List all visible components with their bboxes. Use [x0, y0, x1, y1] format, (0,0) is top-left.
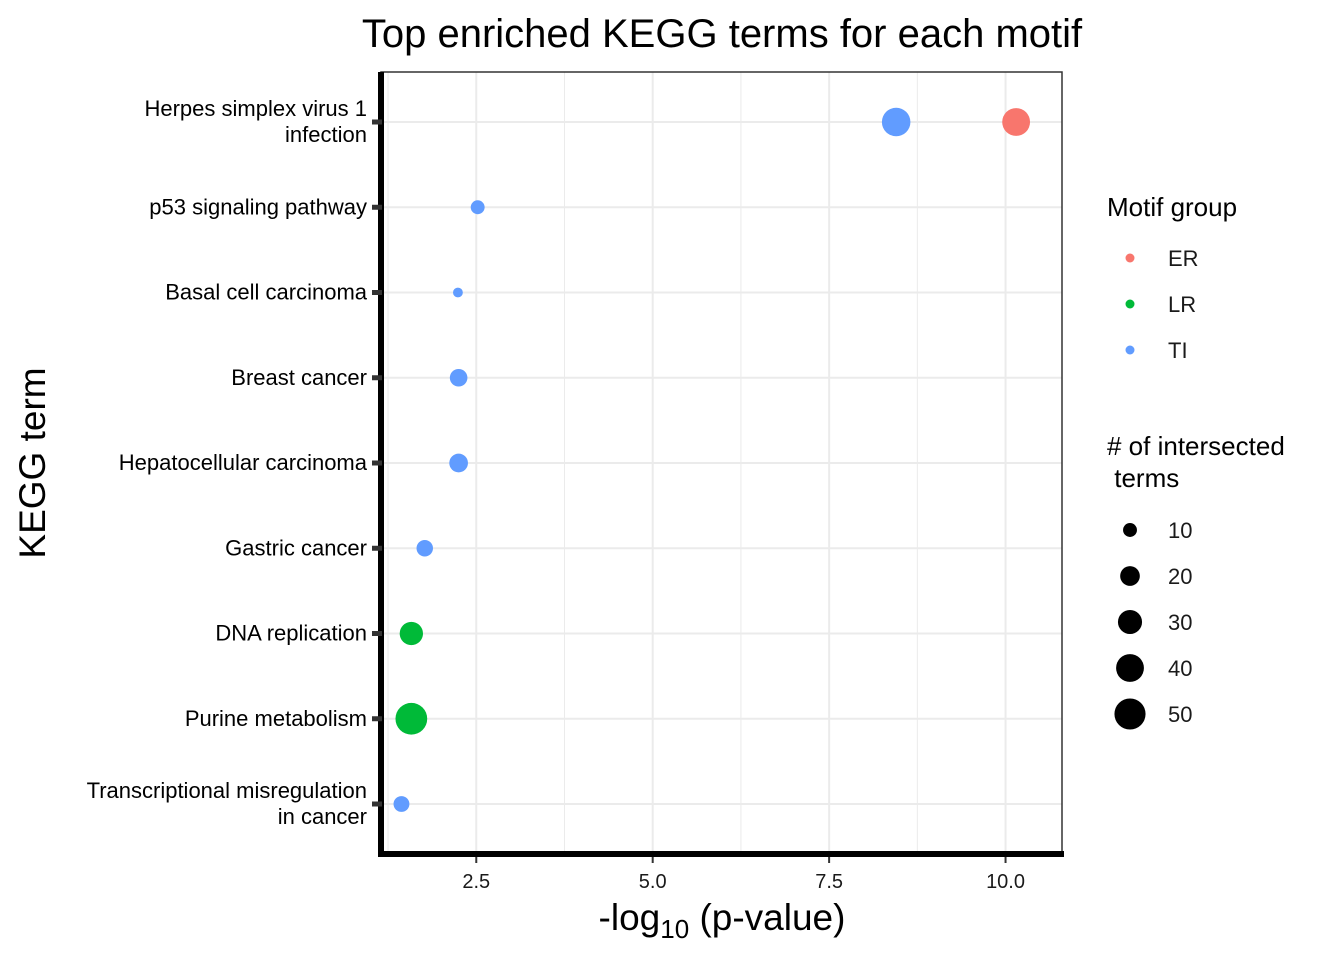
- data-point-ti: [881, 107, 911, 137]
- x-axis-title-subscript: 10: [660, 914, 689, 944]
- size-legend-key: [1120, 566, 1140, 586]
- data-point-lr: [399, 621, 423, 646]
- y-tick-label-line: infection: [285, 122, 367, 147]
- data-point-ti: [449, 368, 468, 387]
- y-tick-label-line: Gastric cancer: [225, 535, 367, 560]
- size-legend-key: [1114, 698, 1146, 730]
- y-tick-label-line: Purine metabolism: [185, 706, 367, 731]
- y-tick-label-line: in cancer: [278, 804, 367, 829]
- y-tick-label-line: Herpes simplex virus 1: [144, 96, 367, 121]
- size-legend-label: 50: [1168, 702, 1192, 727]
- size-legend-key: [1123, 523, 1137, 537]
- size-legend-key: [1116, 654, 1144, 682]
- y-tick-label-line: p53 signaling pathway: [149, 194, 367, 219]
- y-tick-label: p53 signaling pathway: [149, 194, 367, 219]
- data-point-ti: [393, 796, 410, 812]
- x-axis-title-suffix: (p-value): [689, 897, 845, 938]
- x-tick-label: 10.0: [986, 871, 1025, 893]
- size-legend-items: 10 20 30 40 50: [1114, 518, 1192, 730]
- legend-label-lr: LR: [1168, 292, 1196, 317]
- color-legend: Motif group ER LR TI: [1107, 192, 1237, 363]
- y-tick-label: Herpes simplex virus 1 infection: [144, 96, 367, 147]
- y-tick-label-line: Breast cancer: [231, 365, 367, 390]
- size-legend: # of intersected terms 10 20 30 40 50: [1107, 431, 1292, 730]
- data-point-er: [1002, 108, 1031, 136]
- y-tick-label-line: Hepatocellular carcinoma: [119, 450, 368, 475]
- y-tick-label: Hepatocellular carcinoma: [119, 450, 368, 475]
- data-points: [393, 107, 1031, 812]
- y-tick-label-line: DNA replication: [215, 621, 367, 646]
- y-axis-title: KEGG term: [12, 367, 53, 558]
- y-axis-ticks: Herpes simplex virus 1 infection p53 signa…: [87, 96, 382, 829]
- size-legend-label: 30: [1168, 610, 1192, 635]
- color-legend-title: Motif group: [1107, 192, 1237, 222]
- x-axis-title: -log10 (p-value): [599, 897, 846, 944]
- size-legend-label: 20: [1168, 564, 1192, 589]
- y-tick-label: Basal cell carcinoma: [165, 280, 368, 305]
- plot-grid: [381, 72, 1062, 854]
- legend-key-er: [1125, 253, 1135, 263]
- chart-title: Top enriched KEGG terms for each motif: [362, 12, 1083, 56]
- size-legend-title: # of intersected terms: [1107, 431, 1292, 493]
- y-tick-label: DNA replication: [215, 621, 367, 646]
- size-legend-title-line-2: terms: [1107, 463, 1179, 493]
- data-point-ti: [416, 540, 433, 557]
- y-tick-label-line: Basal cell carcinoma: [165, 280, 368, 305]
- legend-key-ti: [1125, 345, 1135, 355]
- y-tick-label: Purine metabolism: [185, 706, 367, 731]
- data-point-ti: [470, 200, 485, 215]
- x-axis-title-prefix: -log: [599, 897, 661, 938]
- size-legend-title-line-1: # of intersected: [1107, 431, 1285, 461]
- data-point-ti: [453, 287, 463, 298]
- y-tick-label: Breast cancer: [231, 365, 367, 390]
- legend-label-ti: TI: [1168, 338, 1188, 363]
- data-point-lr: [395, 702, 428, 735]
- y-tick-label: Gastric cancer: [225, 535, 367, 560]
- size-legend-label: 40: [1168, 656, 1192, 681]
- data-point-ti: [449, 453, 468, 473]
- size-legend-label: 10: [1168, 518, 1192, 543]
- x-tick-label: 7.5: [815, 871, 843, 893]
- size-legend-key: [1117, 609, 1143, 635]
- x-tick-label: 5.0: [639, 871, 667, 893]
- color-legend-items: ER LR TI: [1125, 246, 1199, 363]
- legend-label-er: ER: [1168, 246, 1199, 271]
- y-tick-label: Transcriptional misregulation in cancer: [87, 778, 367, 829]
- x-axis-ticks: 2.5 5.0 7.5 10.0: [462, 857, 1025, 893]
- y-tick-label-line: Transcriptional misregulation: [87, 778, 367, 803]
- legend-key-lr: [1125, 299, 1135, 309]
- x-tick-label: 2.5: [462, 871, 490, 893]
